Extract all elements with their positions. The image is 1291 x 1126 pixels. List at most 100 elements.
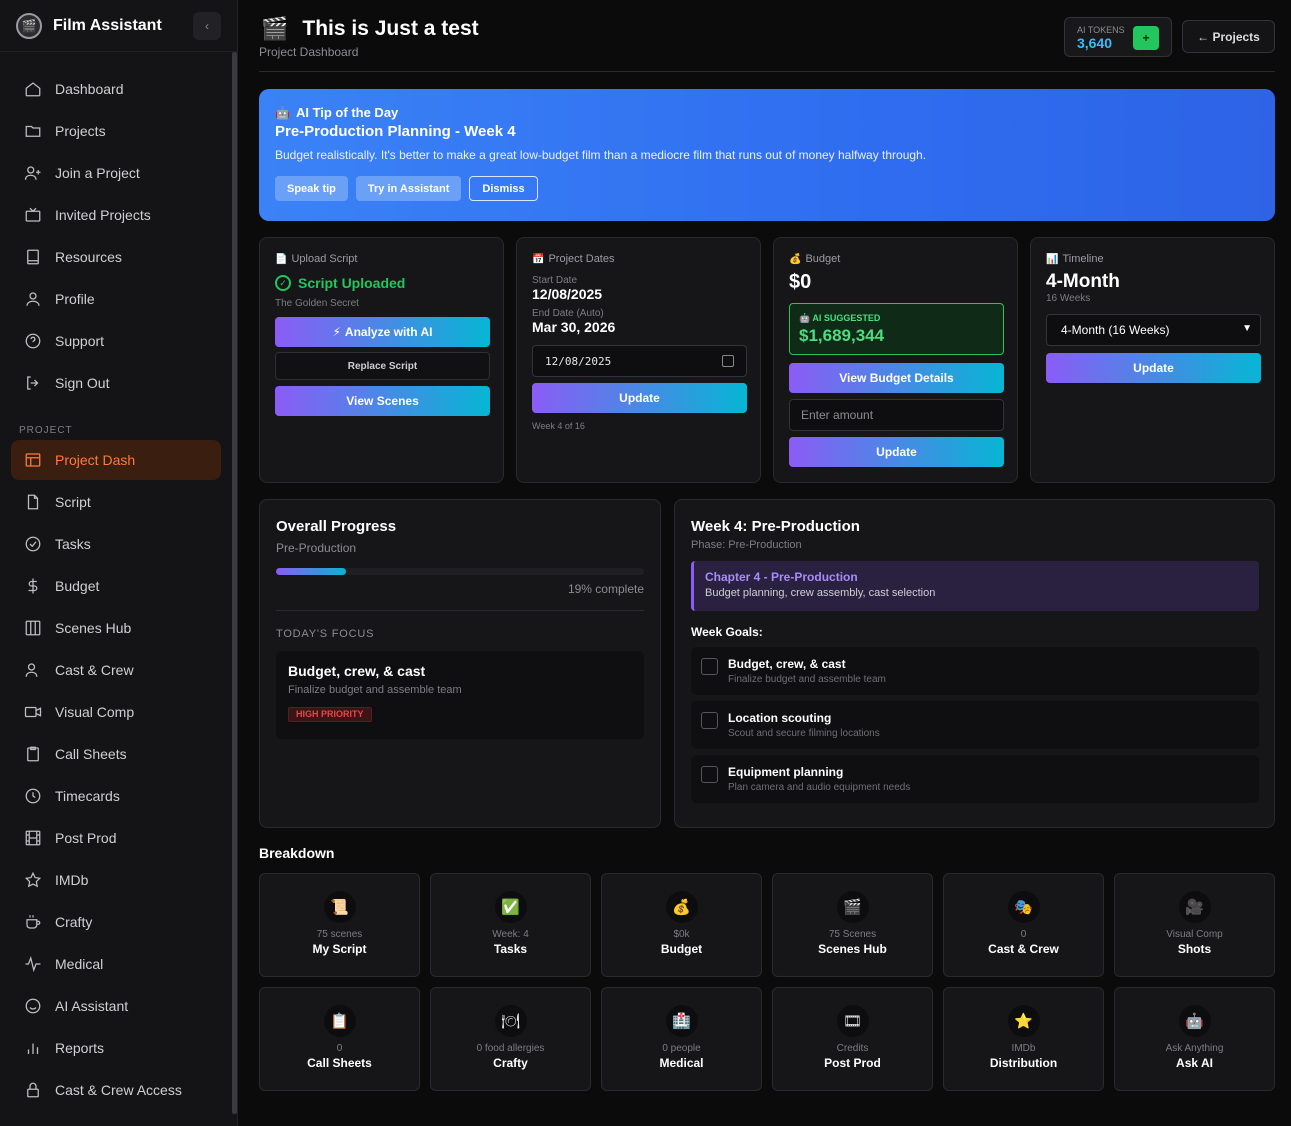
ai-suggested-box: 🤖 AI SUGGESTED $1,689,344 bbox=[789, 303, 1004, 355]
breakdown-tile-post-prod[interactable]: 🎞 Credits Post Prod bbox=[772, 987, 933, 1091]
try-in-assistant-button[interactable]: Try in Assistant bbox=[355, 176, 462, 201]
ai-tokens-value: 3,640 bbox=[1077, 35, 1113, 51]
tile-label: Crafty bbox=[493, 1056, 528, 1070]
goal-checkbox[interactable] bbox=[701, 712, 718, 729]
tip-title: Pre-Production Planning - Week 4 bbox=[275, 123, 516, 140]
tile-sub: 0 bbox=[1020, 929, 1027, 940]
sidebar-item-scenes-hub[interactable]: Scenes Hub bbox=[11, 608, 221, 648]
sidebar-item-dashboard[interactable]: Dashboard bbox=[11, 69, 221, 109]
video-icon bbox=[24, 703, 42, 721]
sidebar-item-label: Scenes Hub bbox=[55, 620, 132, 636]
breakdown-tile-shots[interactable]: 🎥 Visual Comp Shots bbox=[1114, 873, 1275, 977]
sidebar-item-label: Medical bbox=[55, 956, 104, 972]
sidebar-nav: Dashboard Projects Join a Project Invite… bbox=[0, 52, 237, 1110]
week-card: Week 4: Pre-Production Phase: Pre-Produc… bbox=[674, 499, 1275, 828]
breakdown-tile-medical[interactable]: 🏥 0 people Medical bbox=[601, 987, 762, 1091]
sidebar-item-post-prod[interactable]: Post Prod bbox=[11, 818, 221, 858]
sidebar-item-visual-comp[interactable]: Visual Comp bbox=[11, 692, 221, 732]
start-date-label: Start Date bbox=[532, 275, 578, 286]
date-input-value: 12/08/2025 bbox=[545, 354, 612, 368]
ai-tokens-widget: AI TOKENS 3,640 + bbox=[1064, 17, 1172, 57]
goal-title: Location scouting bbox=[728, 711, 832, 725]
sidebar-item-project-dash[interactable]: Project Dash bbox=[11, 440, 221, 480]
summary-cards: 📄 Upload Script ✓ Script Uploaded The Gold… bbox=[259, 237, 1275, 483]
sidebar-item-sign-out[interactable]: Sign Out bbox=[11, 363, 221, 403]
sidebar-item-label: Post Prod bbox=[55, 830, 117, 846]
sidebar-item-cast-crew-access[interactable]: Cast & Crew Access bbox=[11, 1070, 221, 1110]
breakdown-tile-ask-ai[interactable]: 🤖 Ask Anything Ask AI bbox=[1114, 987, 1275, 1091]
goal-checkbox[interactable] bbox=[701, 658, 718, 675]
tile-sub: Week: 4 bbox=[492, 929, 529, 940]
goal-checkbox[interactable] bbox=[701, 766, 718, 783]
timeline-card: 📊 Timeline 4-Month 16 Weeks 4-Month (16 W… bbox=[1030, 237, 1275, 483]
lightning-icon: ⚡ bbox=[332, 325, 341, 339]
sidebar-item-label: Script bbox=[55, 494, 91, 510]
progress-percent: 19% complete bbox=[567, 582, 644, 596]
breakdown-tile-crafty[interactable]: 🍽 0 food allergies Crafty bbox=[430, 987, 591, 1091]
sidebar-item-tasks[interactable]: Tasks bbox=[11, 524, 221, 564]
breakdown-tile-my-script[interactable]: 📜 75 scenes My Script bbox=[259, 873, 420, 977]
collapse-sidebar-button[interactable]: ‹ bbox=[193, 11, 221, 40]
update-budget-button[interactable]: Update bbox=[789, 437, 1004, 467]
tile-label: Medical bbox=[659, 1056, 704, 1070]
card-header: 📅 Project Dates bbox=[532, 253, 745, 265]
back-to-projects-button[interactable]: ← Projects bbox=[1182, 20, 1275, 53]
calendar-picker-icon[interactable] bbox=[722, 355, 734, 367]
budget-amount-input[interactable]: Enter amount bbox=[789, 399, 1004, 431]
focus-subtitle: Finalize budget and assemble team bbox=[288, 684, 462, 696]
scroll-icon: 📜 bbox=[323, 891, 356, 923]
timeline-select[interactable]: 4-Month (16 Weeks) ▼ bbox=[1046, 314, 1261, 346]
calendar-icon: 📅 bbox=[532, 253, 545, 265]
sidebar-item-cast-crew[interactable]: Cast & Crew bbox=[11, 650, 221, 690]
breakdown-title: Breakdown bbox=[259, 845, 335, 861]
ai-tip-banner: 🤖 AI Tip of the Day Pre-Production Plann… bbox=[259, 89, 1275, 221]
sidebar-scrollbar[interactable] bbox=[232, 52, 237, 1114]
add-tokens-button[interactable]: + bbox=[1133, 26, 1159, 50]
goal-subtitle: Finalize budget and assemble team bbox=[728, 674, 886, 685]
sidebar-item-crafty[interactable]: Crafty bbox=[11, 902, 221, 942]
sidebar-item-support[interactable]: Support bbox=[11, 321, 221, 361]
document-icon: 📄 bbox=[275, 253, 288, 265]
view-budget-details-button[interactable]: View Budget Details bbox=[789, 363, 1004, 393]
timeline-weeks: 16 Weeks bbox=[1046, 293, 1091, 304]
chart-icon: 📊 bbox=[1046, 253, 1059, 265]
sidebar-item-invited-projects[interactable]: Invited Projects bbox=[11, 195, 221, 235]
breakdown-tile-distribution[interactable]: ⭐ IMDb Distribution bbox=[943, 987, 1104, 1091]
analyze-with-ai-button[interactable]: ⚡ Analyze with AI bbox=[275, 317, 490, 347]
sidebar-item-ai-assistant[interactable]: AI Assistant bbox=[11, 986, 221, 1026]
sidebar-item-timecards[interactable]: Timecards bbox=[11, 776, 221, 816]
sidebar-item-call-sheets[interactable]: Call Sheets bbox=[11, 734, 221, 774]
speak-tip-button[interactable]: Speak tip bbox=[275, 176, 348, 201]
card-header: 💰 Budget bbox=[789, 253, 1002, 265]
sidebar-item-reports[interactable]: Reports bbox=[11, 1028, 221, 1068]
check-box-icon: ✅ bbox=[494, 891, 527, 923]
tile-sub: Visual Comp bbox=[1166, 929, 1223, 940]
update-timeline-button[interactable]: Update bbox=[1046, 353, 1261, 383]
end-date-value: Mar 30, 2026 bbox=[532, 319, 616, 335]
sidebar-item-profile[interactable]: Profile bbox=[11, 279, 221, 319]
sidebar-item-resources[interactable]: Resources bbox=[11, 237, 221, 277]
breakdown-tile-tasks[interactable]: ✅ Week: 4 Tasks bbox=[430, 873, 591, 977]
sidebar-item-script[interactable]: Script bbox=[11, 482, 221, 522]
start-date-input[interactable]: 12/08/2025 bbox=[532, 345, 747, 377]
sidebar-item-join-project[interactable]: Join a Project bbox=[11, 153, 221, 193]
breakdown-tile-call-sheets[interactable]: 📋 0 Call Sheets bbox=[259, 987, 420, 1091]
sidebar-item-projects[interactable]: Projects bbox=[11, 111, 221, 151]
sidebar-item-medical[interactable]: Medical bbox=[11, 944, 221, 984]
breakdown-tile-budget[interactable]: 💰 $0k Budget bbox=[601, 873, 762, 977]
goal-subtitle: Scout and secure filming locations bbox=[728, 728, 880, 739]
sidebar-scrollbar-thumb[interactable] bbox=[232, 52, 237, 1114]
view-scenes-button[interactable]: View Scenes bbox=[275, 386, 490, 416]
ai-suggested-label: 🤖 AI SUGGESTED bbox=[799, 313, 994, 324]
sidebar-item-imdb[interactable]: IMDb bbox=[11, 860, 221, 900]
update-dates-button[interactable]: Update bbox=[532, 383, 747, 413]
dismiss-tip-button[interactable]: Dismiss bbox=[469, 176, 538, 201]
goal-item: Budget, crew, & cast Finalize budget and… bbox=[691, 647, 1259, 695]
breakdown-tile-scenes-hub[interactable]: 🎬 75 Scenes Scenes Hub bbox=[772, 873, 933, 977]
script-status-label: Script Uploaded bbox=[298, 275, 406, 291]
sidebar-item-budget[interactable]: Budget bbox=[11, 566, 221, 606]
tile-label: Distribution bbox=[989, 1056, 1058, 1070]
sidebar-item-label: Sign Out bbox=[55, 375, 110, 391]
breakdown-tile-cast-crew[interactable]: 🎭 0 Cast & Crew bbox=[943, 873, 1104, 977]
replace-script-button[interactable]: Replace Script bbox=[275, 352, 490, 380]
